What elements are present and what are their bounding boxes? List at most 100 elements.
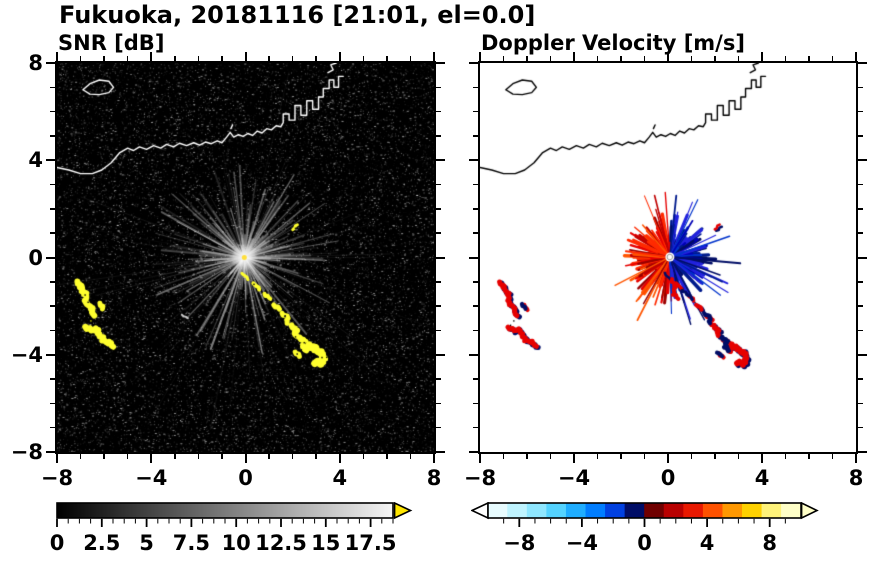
x-axis-tick (502, 454, 505, 459)
x-axis-tick (573, 52, 575, 61)
y-axis-tick (858, 329, 863, 332)
x-axis-tick-label: 4 (332, 466, 348, 490)
y-axis-tick (436, 329, 441, 332)
y-axis-tick (858, 135, 863, 137)
x-axis-tick (808, 56, 810, 61)
x-axis-tick (596, 454, 599, 459)
velocity-colorbar-svg (470, 501, 819, 527)
y-axis-tick (473, 208, 478, 210)
x-axis-tick-label: −8 (40, 466, 74, 490)
y-axis-tick (50, 281, 55, 283)
snr-plot-frame: −8 −4 0 4 8 8 4 0 −4 −8 (11, 51, 445, 490)
y-axis-tick (46, 256, 55, 259)
y-axis-tick (436, 183, 441, 186)
x-axis-tick (244, 52, 247, 61)
x-axis-tick (197, 454, 200, 459)
x-axis-tick (56, 52, 58, 61)
velocity-colorbar-tick-label: 0 (637, 531, 652, 555)
y-axis-tick (436, 426, 441, 429)
y-axis-tick (436, 281, 441, 283)
x-axis-tick (479, 52, 481, 61)
x-axis-tick (573, 454, 575, 463)
y-axis-tick (473, 183, 478, 186)
y-axis-tick (473, 378, 478, 380)
snr-colorbar-tick-label: 0 (49, 531, 65, 555)
y-axis-tick (46, 451, 55, 453)
y-axis-tick (473, 305, 478, 307)
y-axis-tick (858, 62, 867, 64)
velocity-colorbar (470, 501, 819, 533)
x-axis-tick (291, 454, 294, 459)
x-axis-tick (737, 454, 740, 459)
y-axis-tick (858, 256, 867, 259)
y-axis-tick (436, 110, 441, 113)
y-axis-tick (858, 378, 863, 380)
y-axis-tick (50, 426, 55, 429)
velocity-colorbar-tick-label: −4 (565, 531, 598, 555)
y-axis-tick (858, 86, 863, 88)
y-axis-tick (50, 183, 55, 186)
x-axis-tick (643, 56, 646, 61)
y-axis-tick (50, 305, 55, 307)
velocity-colorbar-tick-label: 8 (762, 531, 777, 555)
y-axis-tick (50, 232, 55, 234)
x-axis-tick (596, 56, 599, 61)
y-axis-tick (473, 110, 478, 113)
y-axis-tick (858, 402, 863, 405)
y-axis-tick (858, 183, 863, 186)
y-axis-tick (473, 86, 478, 88)
x-axis-tick (79, 56, 82, 61)
snr-colorbar-arrow-right-icon (393, 501, 413, 520)
x-axis-tick-label: −4 (135, 466, 168, 490)
snr-colorbar-tick-label: 5 (139, 531, 154, 555)
y-axis-tick (858, 208, 863, 210)
y-axis-tick-label: −4 (10, 342, 43, 367)
y-axis-tick (50, 135, 55, 137)
x-axis-tick-label: −8 (463, 466, 497, 490)
x-axis-tick (268, 454, 270, 459)
x-axis-tick (761, 52, 763, 61)
x-axis-tick (362, 454, 364, 459)
snr-colorbar-tick-label: 17.5 (344, 531, 397, 555)
x-axis-tick (479, 454, 481, 463)
y-axis-tick (473, 329, 478, 332)
x-axis-tick (409, 454, 412, 459)
x-axis-tick (386, 454, 388, 459)
velocity-colorbar-labels: −8 −4 0 4 8 (488, 531, 808, 557)
y-axis-tick (436, 62, 445, 64)
y-axis-tick (469, 353, 478, 356)
figure-title: Fukuoka, 20181116 [21:01, el=0.0] (59, 1, 536, 29)
x-axis-tick (784, 454, 787, 459)
x-axis-tick (79, 454, 82, 459)
x-axis-tick (690, 56, 693, 61)
x-axis-tick (338, 52, 341, 61)
y-axis-tick (858, 353, 867, 356)
x-axis-tick (103, 454, 105, 459)
x-axis-tick (150, 52, 153, 61)
y-axis-tick (46, 353, 55, 356)
x-axis-tick (714, 56, 716, 61)
y-axis-tick (473, 281, 478, 283)
y-axis-tick (436, 232, 441, 234)
y-axis-tick (473, 402, 478, 405)
snr-panel-title: SNR [dB] (58, 31, 165, 55)
x-axis-tick (549, 56, 552, 61)
y-axis-tick (469, 451, 478, 453)
y-axis-tick (436, 378, 441, 380)
x-axis-tick (714, 454, 716, 459)
x-axis-tick (315, 56, 317, 61)
x-axis-tick (761, 454, 763, 463)
y-axis-tick (436, 208, 441, 210)
snr-colorbar-tick-label: 15 (311, 531, 341, 555)
velocity-panel-title: Doppler Velocity [m/s] (481, 31, 745, 55)
snr-colorbar-tick-label: 10 (221, 531, 251, 555)
snr-colorbar-tick-label: 7.5 (172, 531, 210, 555)
y-axis-tick (858, 159, 867, 162)
x-axis-tick (150, 454, 153, 463)
snr-colorbar-tick-label: 2.5 (83, 531, 121, 555)
y-axis-tick (858, 232, 863, 234)
y-axis-tick (858, 426, 863, 429)
x-axis-tick (855, 454, 857, 463)
snr-colorbar (56, 501, 414, 533)
